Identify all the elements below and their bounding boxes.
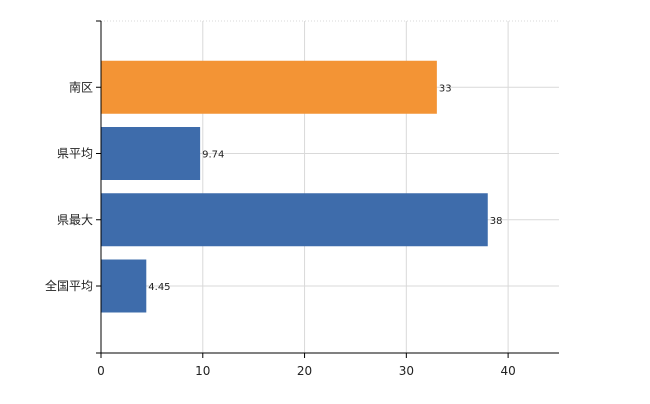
y-tick-label-2: 県最大 bbox=[57, 213, 93, 227]
x-tick-label-20: 20 bbox=[297, 364, 312, 378]
data-label-2: 38 bbox=[490, 216, 503, 227]
data-label-0: 33 bbox=[439, 83, 452, 94]
data-label-3: 4.45 bbox=[148, 282, 170, 293]
y-tick-label-1: 県平均 bbox=[57, 147, 93, 161]
x-tick-label-10: 10 bbox=[195, 364, 210, 378]
bar-3 bbox=[101, 259, 147, 313]
x-tick-label-30: 30 bbox=[399, 364, 414, 378]
y-tick-label-0: 南区 bbox=[69, 79, 93, 94]
bar-0 bbox=[101, 60, 437, 114]
x-tick-label-0: 0 bbox=[97, 364, 105, 378]
bars bbox=[101, 60, 488, 313]
data-label-1: 9.74 bbox=[202, 150, 224, 161]
y-tick-label-3: 全国平均 bbox=[45, 278, 93, 293]
x-tick-label-40: 40 bbox=[500, 364, 515, 378]
bar-2 bbox=[101, 193, 488, 247]
axes bbox=[96, 20, 559, 358]
bar-1 bbox=[101, 127, 201, 180]
